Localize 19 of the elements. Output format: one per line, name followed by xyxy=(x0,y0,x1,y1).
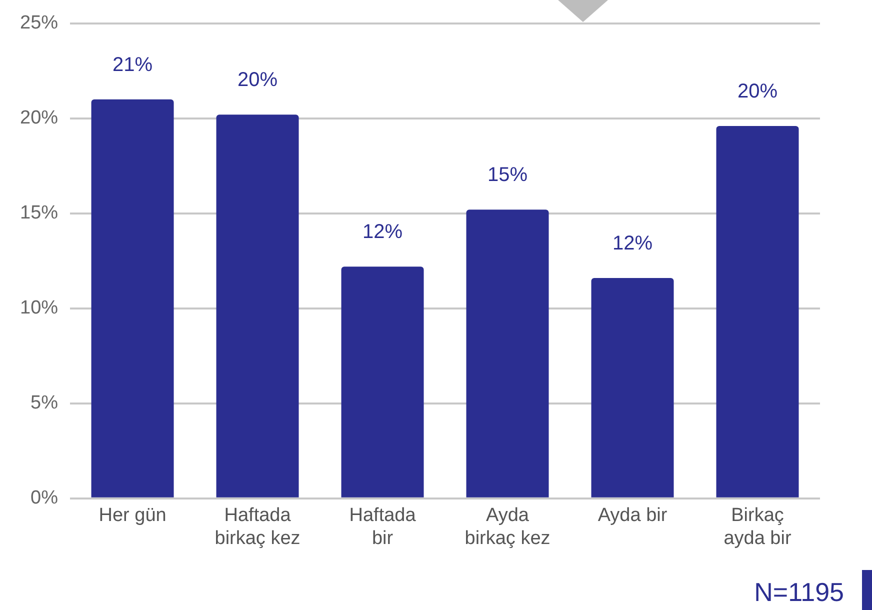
data-label: 15% xyxy=(487,164,528,186)
data-label: 21% xyxy=(112,54,153,76)
y-tick-label: 20% xyxy=(20,108,58,129)
x-tick-label: Haftada bir xyxy=(349,505,416,549)
x-tick-label: Ayda birkaç kez xyxy=(464,505,550,549)
x-tick-label: Birkaç ayda bir xyxy=(724,505,792,549)
data-label: 20% xyxy=(737,80,778,103)
y-tick-label: 10% xyxy=(20,298,58,319)
x-tick-label: Ayda bir xyxy=(598,505,668,526)
y-tick-label: 15% xyxy=(20,202,58,224)
data-label: 20% xyxy=(238,69,278,92)
x-tick-label: Haftada birkaç kez xyxy=(214,505,300,549)
data-label: 12% xyxy=(362,221,403,244)
data-label: 12% xyxy=(612,232,653,255)
text: N=1195 xyxy=(754,577,844,608)
y-tick-label: 5% xyxy=(30,392,58,414)
y-tick-label: 25% xyxy=(20,12,58,34)
y-tick-label: 0% xyxy=(30,488,58,509)
x-tick-label: Her gün xyxy=(98,505,166,526)
